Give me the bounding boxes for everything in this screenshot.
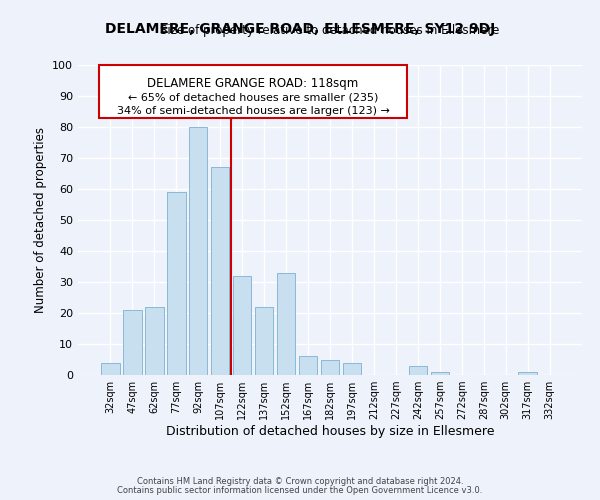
Bar (320, 360, 340, 375)
Bar (299, 356, 317, 375)
X-axis label: Distribution of detached houses by size in Ellesmere: Distribution of detached houses by size … (166, 425, 494, 438)
Bar (409, 366, 427, 375)
Text: 34% of semi-detached houses are larger (123) →: 34% of semi-detached houses are larger (… (116, 106, 389, 116)
Bar (123, 310, 142, 375)
Bar (233, 276, 251, 375)
Bar (255, 307, 274, 375)
Bar (277, 272, 295, 375)
Text: ← 65% of detached houses are smaller (235): ← 65% of detached houses are smaller (23… (128, 92, 378, 102)
Y-axis label: Number of detached properties: Number of detached properties (34, 127, 47, 313)
Text: DELAMERE GRANGE ROAD: 118sqm: DELAMERE GRANGE ROAD: 118sqm (148, 76, 359, 90)
Bar (431, 372, 449, 375)
Text: Contains public sector information licensed under the Open Government Licence v3: Contains public sector information licen… (118, 486, 482, 495)
Bar (343, 362, 361, 375)
FancyBboxPatch shape (99, 65, 407, 118)
Title: Size of property relative to detached houses in Ellesmere: Size of property relative to detached ho… (160, 24, 500, 38)
Text: DELAMERE, GRANGE ROAD, ELLESMERE, SY12 9DJ: DELAMERE, GRANGE ROAD, ELLESMERE, SY12 9… (105, 22, 495, 36)
Bar (101, 362, 119, 375)
Bar (167, 192, 185, 375)
Bar (518, 372, 537, 375)
Text: Contains HM Land Registry data © Crown copyright and database right 2024.: Contains HM Land Registry data © Crown c… (137, 478, 463, 486)
Bar (145, 307, 164, 375)
Bar (189, 127, 208, 375)
Bar (211, 168, 229, 375)
